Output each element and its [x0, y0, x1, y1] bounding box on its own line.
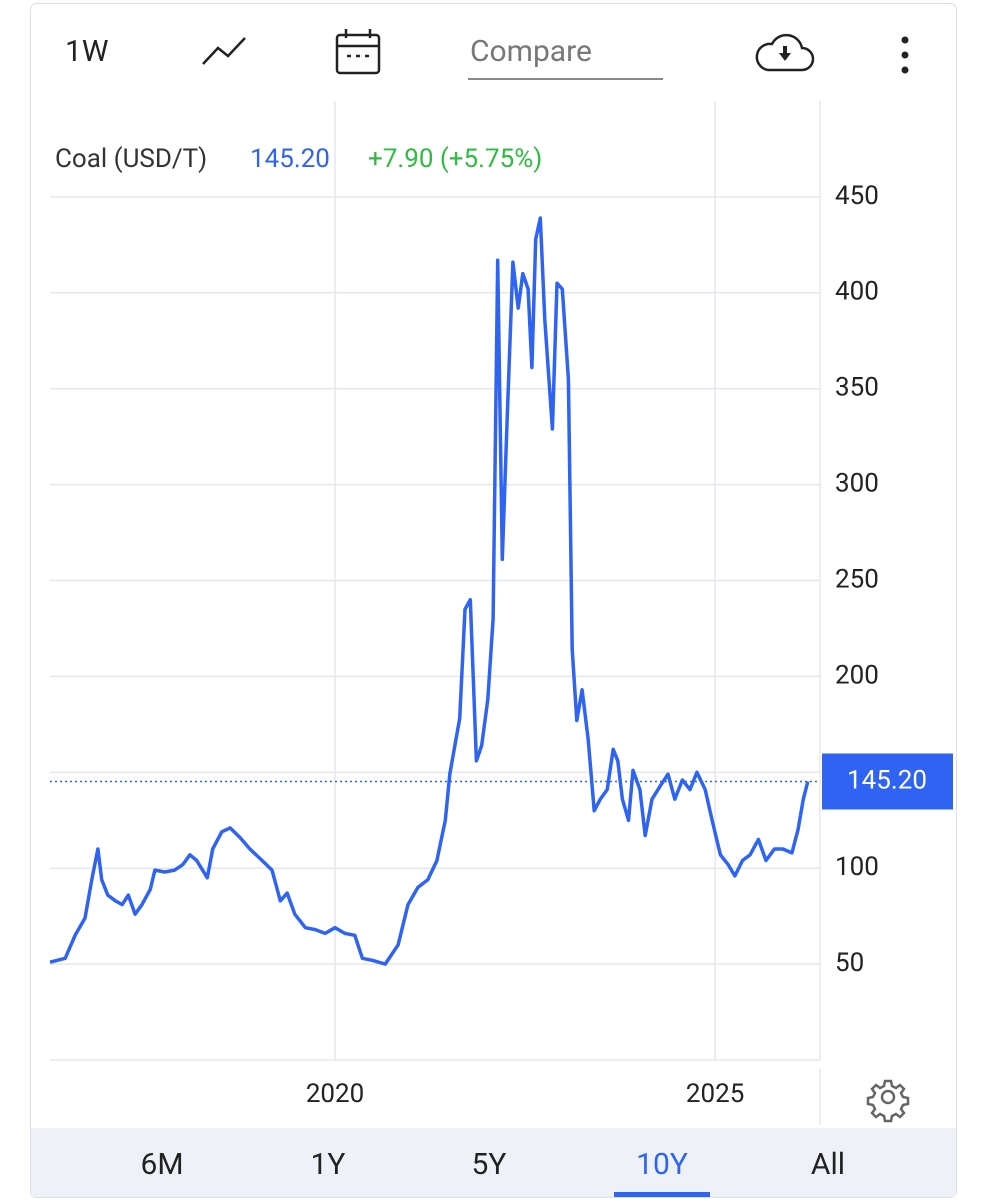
y-tick-label: 250 — [835, 564, 879, 594]
chart-type-icon[interactable] — [202, 37, 246, 65]
last-price-tag — [822, 753, 953, 810]
y-tick-label: 400 — [835, 277, 879, 307]
range-option[interactable]: 5Y — [472, 1147, 507, 1182]
y-tick-label: 50 — [835, 948, 864, 978]
y-tick-label: 450 — [835, 181, 879, 211]
y-tick-label: 350 — [835, 373, 879, 403]
y-tick-label: 300 — [835, 468, 879, 498]
y-tick-label: 200 — [835, 660, 879, 690]
more-menu[interactable] — [901, 36, 909, 74]
range-option[interactable]: 1Y — [311, 1147, 346, 1182]
settings-icon[interactable] — [866, 1079, 910, 1123]
x-tick-label: 2025 — [686, 1079, 744, 1109]
series-name: Coal (USD/T) — [55, 144, 207, 174]
last-price: 145.20 — [250, 144, 330, 174]
range-option[interactable]: All — [811, 1147, 845, 1182]
x-tick-label: 2020 — [306, 1079, 364, 1109]
compare-input[interactable]: Compare — [470, 34, 592, 69]
range-option[interactable]: 10Y — [636, 1147, 688, 1182]
range-bar — [31, 1128, 956, 1197]
price-line — [49, 216, 810, 966]
interval-button[interactable]: 1W — [65, 34, 108, 69]
last-price-tag-label: 145.20 — [847, 765, 927, 795]
download-icon[interactable] — [755, 33, 815, 72]
range-option[interactable]: 6M — [140, 1147, 183, 1182]
price-change: +7.90 (+5.75%) — [368, 144, 542, 174]
range-selected-underline — [614, 1192, 710, 1197]
calendar-icon[interactable] — [335, 29, 381, 75]
y-tick-label: 100 — [835, 852, 879, 882]
